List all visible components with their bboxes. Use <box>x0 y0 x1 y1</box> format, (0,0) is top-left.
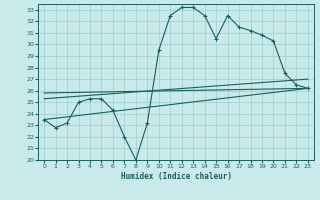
X-axis label: Humidex (Indice chaleur): Humidex (Indice chaleur) <box>121 172 231 181</box>
